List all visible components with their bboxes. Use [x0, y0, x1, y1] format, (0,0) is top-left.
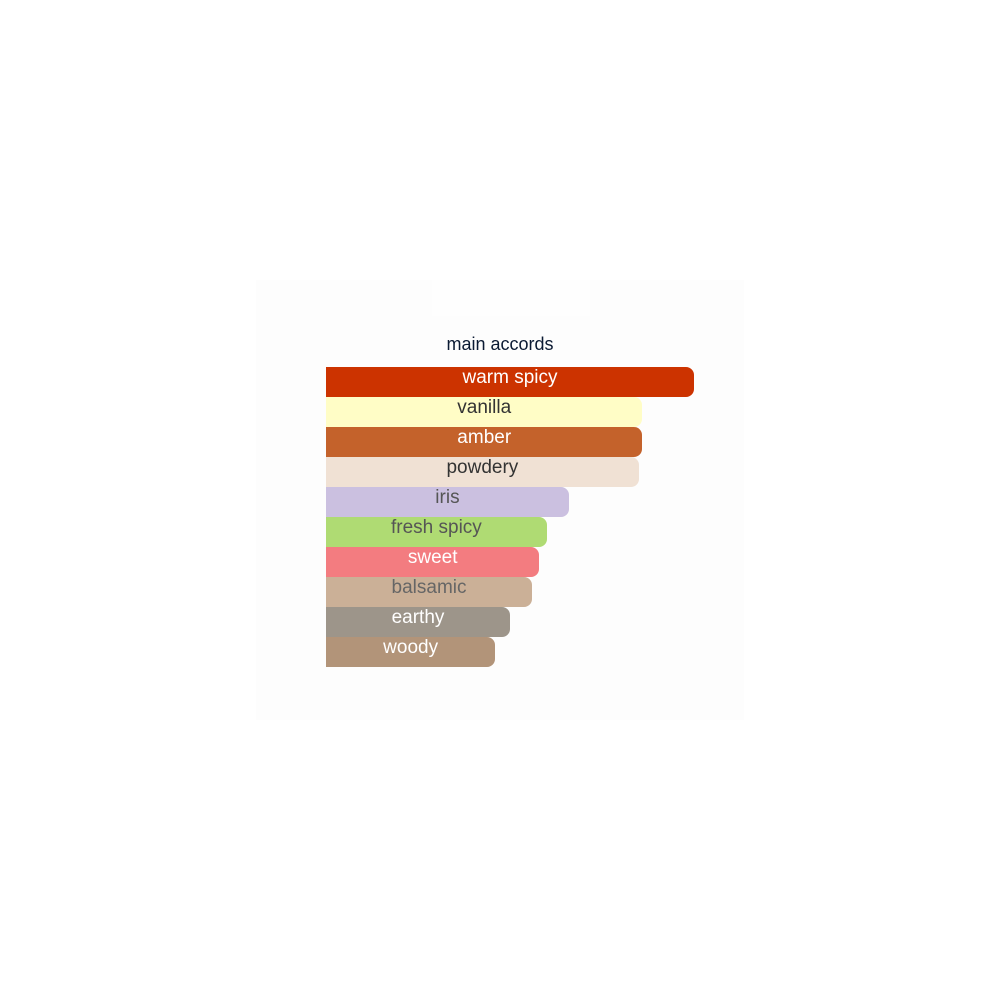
accord-bars: warm spicy vanilla amber powdery iris fresh s…: [326, 367, 694, 667]
bar-woody: woody: [326, 637, 496, 667]
accords-panel: main accords warm spicy vanilla amber powde…: [256, 280, 744, 720]
chart-title: main accords: [446, 334, 554, 354]
bar-balsamic: balsamic: [326, 577, 533, 607]
bar-earthy: earthy: [326, 607, 510, 637]
bar-iris: iris: [326, 487, 569, 517]
header-box: [432, 280, 590, 316]
bar-fresh-spicy: fresh spicy: [326, 517, 547, 547]
bar-vanilla: vanilla: [326, 397, 643, 427]
bar-amber: amber: [326, 427, 643, 457]
bar-sweet: sweet: [326, 547, 540, 577]
bar-warm-spicy: warm spicy: [326, 367, 694, 397]
bar-powdery: powdery: [326, 457, 639, 487]
